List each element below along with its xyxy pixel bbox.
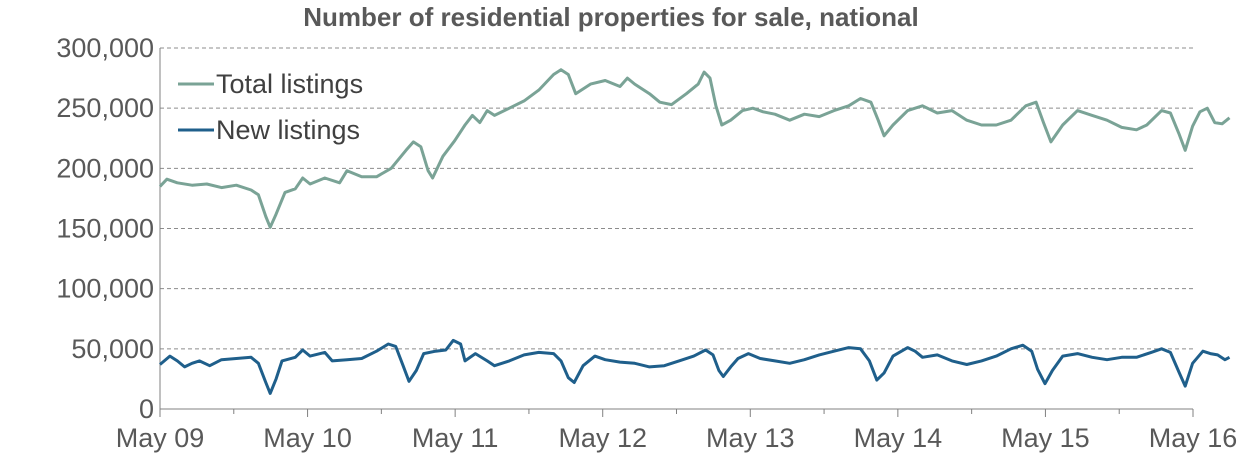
y-tick-label: 200,000 [56, 153, 154, 183]
series-line-new-listings [159, 338, 1231, 395]
x-axis-ticks: May 09 May 10 May 11 May 12 May 13 May 14 May … [116, 409, 1238, 453]
legend-label: Total listings [216, 69, 363, 99]
chart-title: Number of residential properties for sal… [303, 2, 919, 32]
series-lines [158, 68, 1231, 395]
y-tick-label: 50,000 [71, 334, 154, 364]
x-tick-label: May 14 [854, 423, 943, 453]
y-axis-ticks: 0 50,000 100,000 150,000 200,000 250,000 300,0… [56, 33, 154, 424]
x-tick-label: May 16 [1149, 423, 1238, 453]
y-tick-label: 250,000 [56, 93, 154, 123]
x-tick-label: May 13 [706, 423, 795, 453]
x-tick-label: May 15 [1001, 423, 1090, 453]
legend-label: New listings [216, 115, 360, 145]
legend: Total listings New listings [178, 69, 363, 145]
x-tick-label: May 10 [263, 423, 352, 453]
y-tick-label: 150,000 [56, 214, 154, 244]
x-tick-label: May 12 [558, 423, 647, 453]
x-tick-label: May 09 [116, 423, 205, 453]
y-tick-label: 100,000 [56, 274, 154, 304]
x-tick-label: May 11 [412, 423, 499, 453]
y-tick-label: 300,000 [56, 33, 154, 63]
series-line-total-listings [158, 68, 1231, 229]
y-tick-label: 0 [139, 394, 154, 424]
